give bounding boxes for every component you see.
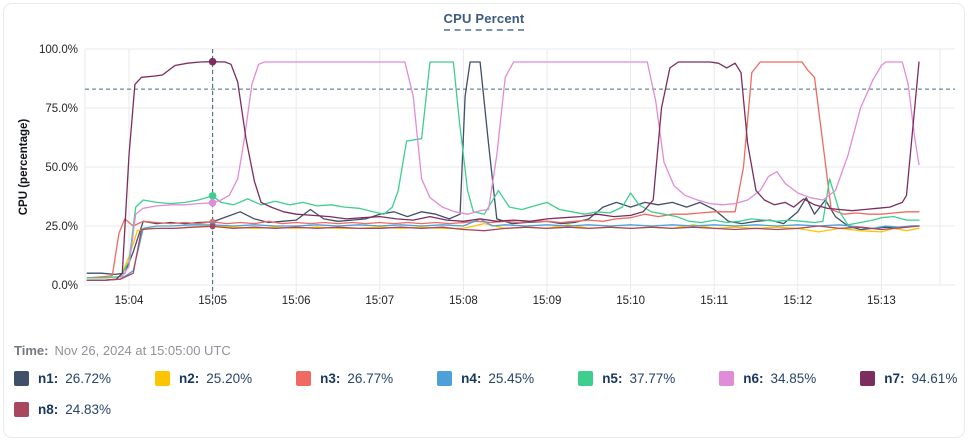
legend-series-name: n4: — [461, 371, 482, 386]
chart-legend-row-1: n1: 26.72% n2: 25.20% n3: 26.77% n4: 25.45% n5: 3… — [14, 371, 968, 386]
legend-item-n4[interactable]: n4: 25.45% — [437, 371, 534, 386]
x-axis-tick-label: 15:11 — [700, 295, 728, 307]
series-line-n5 — [86, 61, 920, 279]
y-axis-title: CPU (percentage) — [18, 119, 30, 216]
legend-swatch-n8 — [14, 402, 29, 417]
legend-series-name: n7: — [884, 371, 905, 386]
time-value: Nov 26, 2024 at 15:05:00 UTC — [54, 343, 231, 358]
legend-series-value: 26.77% — [347, 371, 394, 386]
crosshair-marker-n7 — [208, 57, 217, 66]
x-axis-tick-label: 15:08 — [449, 295, 478, 307]
legend-series-value: 25.45% — [488, 371, 535, 386]
legend-item-n6[interactable]: n6: 34.85% — [719, 371, 816, 386]
crosshair-marker-n8 — [209, 223, 216, 230]
chart-legend-row-2: n8: 24.83% — [14, 402, 155, 417]
chart-title: CPU Percent — [443, 11, 525, 31]
legend-item-n2[interactable]: n2: 25.20% — [155, 371, 252, 386]
crosshair-marker-n5 — [208, 192, 217, 200]
x-axis-tick-label: 15:07 — [365, 295, 394, 307]
x-axis-tick-label: 15:04 — [115, 295, 144, 307]
legend-swatch-n1 — [14, 371, 29, 386]
crosshair-marker-n6 — [208, 198, 217, 207]
x-axis-tick-label: 15:12 — [783, 295, 812, 307]
legend-series-name: n5: — [602, 371, 623, 386]
legend-swatch-n3 — [296, 371, 312, 386]
series-line-n7 — [86, 61, 920, 281]
series-line-n8 — [86, 225, 920, 281]
legend-series-value: 25.20% — [206, 371, 253, 386]
legend-item-n8[interactable]: n8: 24.83% — [14, 402, 111, 417]
legend-swatch-n7 — [860, 371, 876, 386]
legend-swatch-n2 — [155, 371, 171, 386]
legend-item-n5[interactable]: n5: 37.77% — [578, 371, 675, 386]
legend-series-name: n8: — [38, 402, 59, 417]
series-line-n6 — [86, 61, 920, 281]
y-axis-tick-label: 50.0% — [45, 162, 78, 174]
y-axis-tick-label: 25.0% — [45, 221, 78, 233]
legend-swatch-n5 — [578, 371, 594, 386]
legend-series-value: 94.61% — [911, 371, 958, 386]
crosshair-time-row: Time: Nov 26, 2024 at 15:05:00 UTC — [14, 343, 231, 358]
legend-series-name: n1: — [38, 371, 59, 386]
x-axis-tick-label: 15:06 — [282, 295, 311, 307]
time-label: Time: — [14, 343, 49, 358]
legend-item-n7[interactable]: n7: 94.61% — [860, 371, 957, 386]
chart-header: CPU Percent — [0, 10, 968, 31]
series-line-n4 — [86, 218, 920, 281]
x-axis-tick-label: 15:09 — [533, 295, 562, 307]
legend-series-name: n3: — [320, 371, 341, 386]
legend-swatch-n4 — [437, 371, 453, 386]
legend-swatch-n6 — [719, 371, 735, 386]
legend-series-value: 24.83% — [65, 402, 112, 417]
legend-series-value: 34.85% — [770, 371, 817, 386]
chart-plot-area[interactable]: 15:04 15:05 15:06 15:07 15:08 15:09 15:10 15:11… — [0, 30, 968, 320]
legend-series-value: 26.72% — [65, 371, 112, 386]
legend-item-n1[interactable]: n1: 26.72% — [14, 371, 111, 386]
legend-series-value: 37.77% — [629, 371, 676, 386]
y-axis-tick-label: 0.0% — [52, 280, 78, 292]
legend-series-name: n6: — [743, 371, 764, 386]
series-line-n2 — [86, 222, 920, 279]
y-axis-tick-label: 100.0% — [39, 44, 78, 56]
x-axis-tick-label: 15:05 — [198, 295, 227, 307]
x-axis-tick-label: 15:13 — [867, 295, 896, 307]
y-axis-tick-label: 75.0% — [45, 103, 78, 115]
x-axis-tick-label: 15:10 — [616, 295, 645, 307]
legend-series-name: n2: — [179, 371, 200, 386]
legend-item-n3[interactable]: n3: 26.77% — [296, 371, 393, 386]
